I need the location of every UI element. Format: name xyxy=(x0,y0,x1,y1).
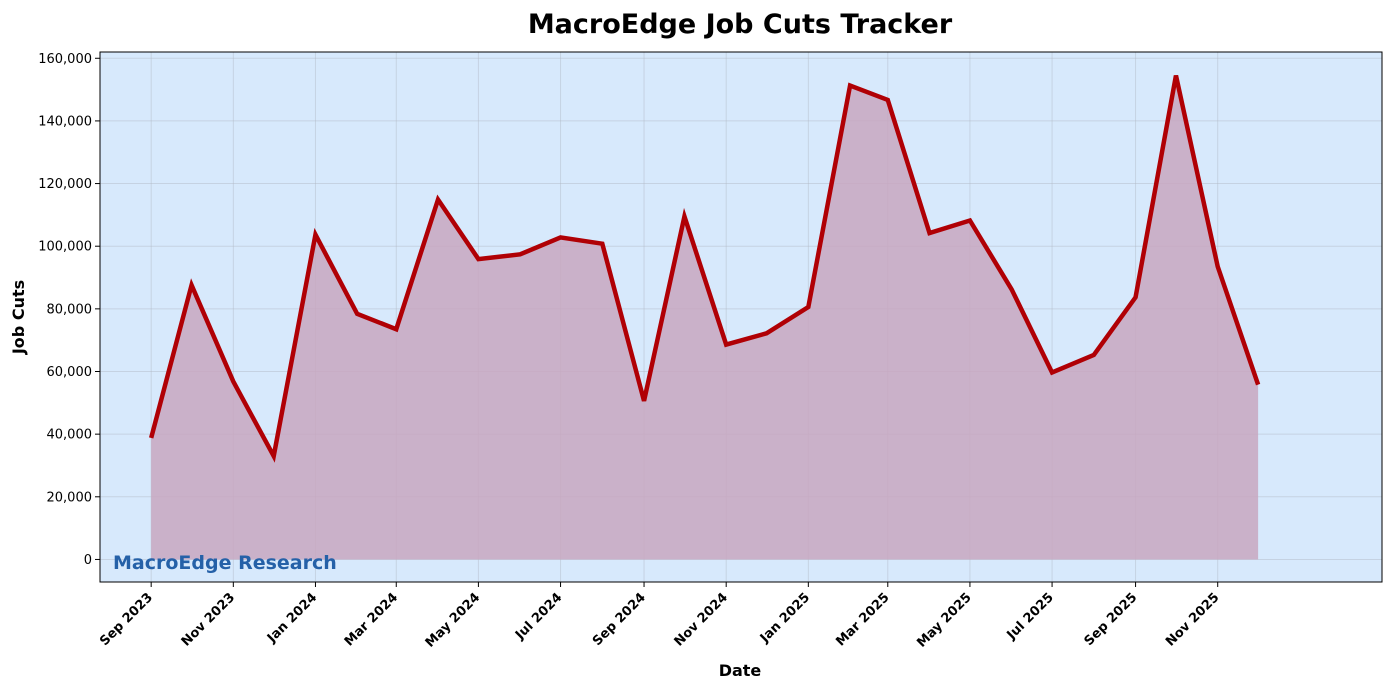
y-axis-label: Job Cuts xyxy=(9,280,28,355)
x-tick-label: Sep 2025 xyxy=(1082,590,1141,649)
x-tick-label: Jan 2024 xyxy=(264,590,320,646)
y-tick-label: 140,000 xyxy=(38,114,92,129)
x-tick-label: May 2025 xyxy=(914,590,974,650)
y-tick-label: 120,000 xyxy=(38,177,92,192)
y-tick-label: 40,000 xyxy=(47,428,93,443)
x-tick-label: Sep 2024 xyxy=(590,590,649,649)
y-tick-label: 20,000 xyxy=(47,490,93,505)
y-axis: 0 20,000 40,000 60,000 80,000 100,000 120,000 1… xyxy=(38,52,100,568)
plot-frame xyxy=(99,51,1383,583)
chart-title: MacroEdge Job Cuts Tracker xyxy=(528,9,953,40)
watermark-text: MacroEdge Research xyxy=(113,552,337,574)
y-tick-label: 100,000 xyxy=(38,240,92,255)
y-tick-label: 0 xyxy=(84,553,92,568)
x-axis-label: Date xyxy=(719,661,762,680)
y-tick-label: 160,000 xyxy=(38,52,92,67)
y-tick-label: 60,000 xyxy=(47,365,93,380)
x-axis: Sep 2023 Nov 2023 Jan 2024 Mar 2024 May 2024… xyxy=(97,582,1223,651)
job-cuts-line xyxy=(148,75,1261,463)
x-tick-label: Jul 2024 xyxy=(512,590,565,643)
x-tick-label: Jan 2025 xyxy=(757,590,813,646)
y-tick-label: 80,000 xyxy=(47,302,93,317)
x-tick-label: Nov 2024 xyxy=(672,590,731,649)
x-tick-label: Sep 2023 xyxy=(97,590,156,649)
x-tick-label: May 2024 xyxy=(423,590,483,650)
x-tick-label: Jul 2025 xyxy=(1004,590,1057,643)
x-tick-label: Mar 2024 xyxy=(342,590,401,649)
x-tick-label: Mar 2025 xyxy=(833,590,892,649)
x-tick-label: Nov 2023 xyxy=(179,590,238,649)
x-tick-label: Nov 2025 xyxy=(1163,590,1222,649)
job-cuts-area xyxy=(151,75,1259,560)
